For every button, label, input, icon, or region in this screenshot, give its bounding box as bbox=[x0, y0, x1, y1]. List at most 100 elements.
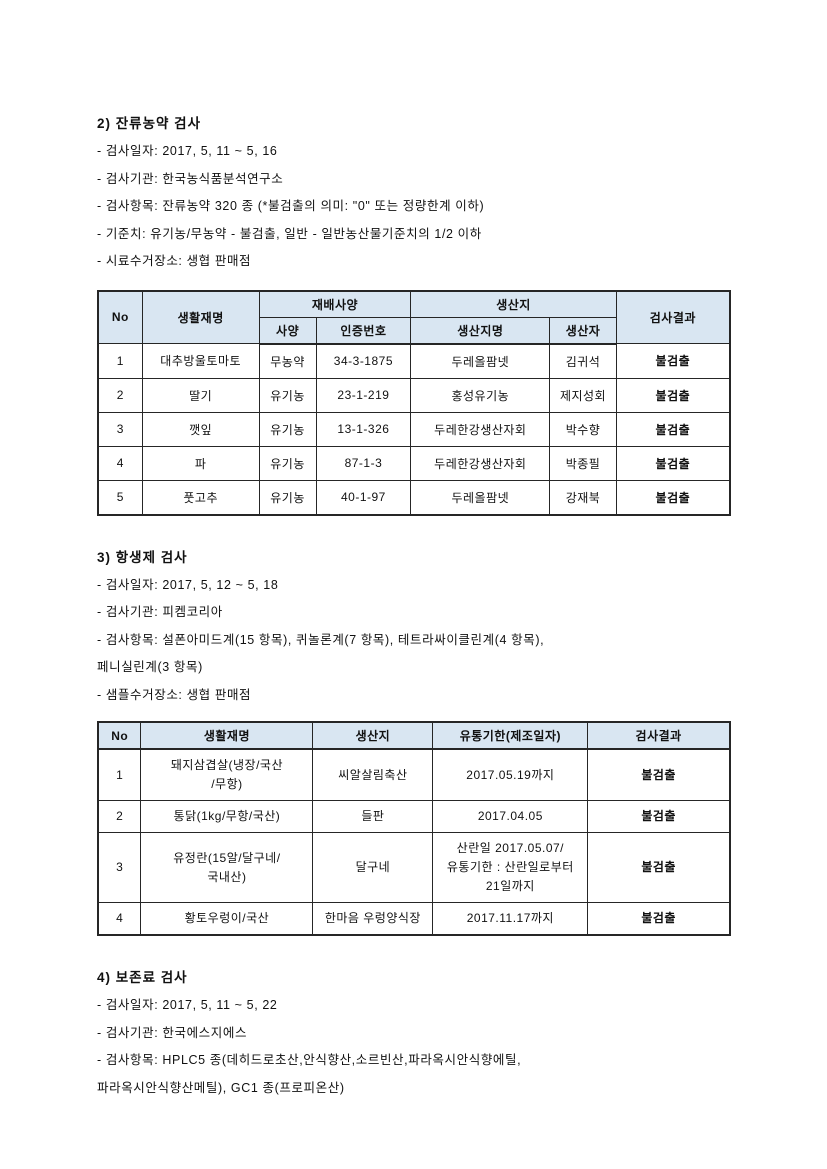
table-row: 4 황토우렁이/국산 한마음 우렁양식장 2017.11.17까지 불검출 bbox=[97, 902, 731, 936]
antibiotic-inspection-date: - 검사일자: 2017, 5, 12 ~ 5, 18 bbox=[97, 577, 279, 592]
cell-no: 1 bbox=[97, 748, 142, 801]
cell-spec: 유기농 bbox=[258, 377, 317, 413]
cell-origin: 달구네 bbox=[312, 832, 434, 903]
table-row: 5 풋고추 유기농 40-1-97 두레올팜넷 강재북 불검출 bbox=[97, 479, 731, 515]
pesticide-table: No 생활재명 재배사양 생산지 검사결과 사양 인증번호 생산지명 생산자 bbox=[97, 289, 731, 516]
preservative-inspection-items: - 검사항목: HPLC5 종(데히드로초산,안식향산,소르빈산,파라옥시안식향… bbox=[97, 1053, 522, 1095]
section-preservative: 4) 보존료 검사 - 검사일자: 2017, 5, 11 ~ 5, 22 - … bbox=[97, 964, 731, 1102]
col-header-expiry: 유통기한(제조일자) bbox=[432, 721, 589, 750]
cell-result: 불검출 bbox=[615, 445, 731, 481]
cell-no: 4 bbox=[97, 902, 142, 936]
table-row: 2 딸기 유기농 23-1-219 홍성유기농 제지성회 불검출 bbox=[97, 377, 731, 413]
cell-spec: 유기농 bbox=[258, 445, 317, 481]
cell-no: 3 bbox=[97, 411, 143, 447]
pesticide-inspection-items: - 검사항목: 잔류농약 320 종 (*불검출의 의미: "0" 또는 정량한… bbox=[97, 199, 485, 213]
cell-result: 불검출 bbox=[587, 902, 731, 936]
cell-product: 딸기 bbox=[141, 377, 260, 413]
table-row: 1 대추방울토마토 무농약 34-3-1875 두레올팜넷 김귀석 불검출 bbox=[97, 343, 731, 379]
col-header-no: No bbox=[97, 290, 143, 344]
cell-product: 돼지삼겹살(냉장/국산 /무항) bbox=[140, 748, 314, 801]
table-row: 3 깻잎 유기농 13-1-326 두레한강생산자회 박수향 불검출 bbox=[97, 411, 731, 447]
cell-cert-no: 23-1-219 bbox=[315, 377, 412, 413]
cell-no: 4 bbox=[97, 445, 143, 481]
col-header-origin: 생산지 bbox=[312, 721, 434, 750]
preservative-inspection-agency: - 검사기관: 한국에스지에스 bbox=[97, 1025, 248, 1040]
cell-no: 3 bbox=[97, 832, 142, 903]
cell-producer: 박수향 bbox=[549, 411, 617, 447]
col-header-origin-name: 생산지명 bbox=[410, 316, 551, 345]
pesticide-standard: - 기준치: 유기농/무농약 - 불검출, 일반 - 일반농산물기준치의 1/2… bbox=[97, 226, 482, 241]
cell-producer: 강재북 bbox=[549, 479, 617, 515]
cell-cert-no: 13-1-326 bbox=[315, 411, 412, 447]
cell-origin-name: 두레올팜넷 bbox=[410, 343, 551, 379]
col-header-product: 생활재명 bbox=[141, 290, 260, 344]
section-antibiotic-title: 3) 항생제 검사 bbox=[97, 549, 188, 565]
table-row: 1 돼지삼겹살(냉장/국산 /무항) 씨알살림축산 2017.05.19까지 불… bbox=[97, 748, 731, 801]
antibiotic-table: No 생활재명 생산지 유통기한(제조일자) 검사결과 1 돼지삼겹살(냉장/국… bbox=[97, 721, 731, 936]
cell-producer: 박종필 bbox=[549, 445, 617, 481]
cell-product: 파 bbox=[141, 445, 260, 481]
col-header-origin-group: 생산지 bbox=[410, 290, 617, 318]
cell-origin: 한마음 우렁양식장 bbox=[312, 902, 434, 936]
col-header-result: 검사결과 bbox=[587, 721, 731, 750]
cell-producer: 김귀석 bbox=[549, 343, 617, 379]
cell-origin: 들판 bbox=[312, 800, 434, 833]
section-preservative-title: 4) 보존료 검사 bbox=[97, 970, 188, 985]
cell-producer: 제지성회 bbox=[549, 377, 617, 413]
cell-expiry: 2017.04.05 bbox=[432, 800, 589, 833]
cell-cert-no: 40-1-97 bbox=[315, 479, 412, 515]
cell-result: 불검출 bbox=[587, 800, 731, 833]
antibiotic-table-header: No 생활재명 생산지 유통기한(제조일자) 검사결과 bbox=[97, 721, 731, 750]
col-header-product: 생활재명 bbox=[140, 721, 314, 750]
cell-origin-name: 두레한강생산자회 bbox=[410, 445, 551, 481]
cell-result: 불검출 bbox=[615, 343, 731, 379]
cell-expiry: 산란일 2017.05.07/ 유통기한 : 산란일로부터 21일까지 bbox=[432, 832, 589, 903]
col-header-spec: 사양 bbox=[258, 316, 317, 345]
cell-product: 통닭(1kg/무항/국산) bbox=[140, 800, 314, 833]
cell-no: 1 bbox=[97, 343, 143, 379]
section-pesticide: 2) 잔류농약 검사 - 검사일자: 2017, 5, 11 ~ 5, 16 -… bbox=[97, 110, 731, 516]
pesticide-table-header: No 생활재명 재배사양 생산지 검사결과 사양 인증번호 생산지명 생산자 bbox=[97, 290, 731, 345]
cell-result: 불검출 bbox=[587, 832, 731, 903]
cell-origin-name: 두레올팜넷 bbox=[410, 479, 551, 515]
table-row: 4 파 유기농 87-1-3 두레한강생산자회 박종필 불검출 bbox=[97, 445, 731, 481]
table-row: 2 통닭(1kg/무항/국산) 들판 2017.04.05 불검출 bbox=[97, 800, 731, 833]
section-pesticide-title: 2) 잔류농약 검사 bbox=[97, 116, 202, 131]
cell-cert-no: 87-1-3 bbox=[315, 445, 412, 481]
cell-no: 2 bbox=[97, 377, 143, 413]
cell-origin: 씨알살림축산 bbox=[312, 748, 434, 801]
cell-result: 불검출 bbox=[587, 748, 731, 801]
cell-product: 유정란(15알/달구네/ 국내산) bbox=[140, 832, 314, 903]
section-antibiotic: 3) 항생제 검사 - 검사일자: 2017, 5, 12 ~ 5, 18 - … bbox=[97, 544, 731, 936]
cell-cert-no: 34-3-1875 bbox=[315, 343, 412, 379]
antibiotic-inspection-agency: - 검사기관: 피켐코리아 bbox=[97, 605, 223, 619]
pesticide-sample-location: - 시료수거장소: 생협 판매점 bbox=[97, 254, 252, 268]
cell-result: 불검출 bbox=[615, 377, 731, 413]
cell-product: 대추방울토마토 bbox=[141, 343, 260, 379]
cell-product: 깻잎 bbox=[141, 411, 260, 447]
cell-spec: 무농약 bbox=[258, 343, 317, 379]
cell-product: 풋고추 bbox=[141, 479, 260, 515]
cell-result: 불검출 bbox=[615, 411, 731, 447]
cell-origin-name: 두레한강생산자회 bbox=[410, 411, 551, 447]
col-header-cert-no: 인증번호 bbox=[315, 316, 412, 345]
document-content: 2) 잔류농약 검사 - 검사일자: 2017, 5, 11 ~ 5, 16 -… bbox=[97, 110, 731, 1102]
pesticide-inspection-agency: - 검사기관: 한국농식품분석연구소 bbox=[97, 171, 284, 186]
cell-expiry: 2017.05.19까지 bbox=[432, 748, 589, 801]
cell-spec: 유기농 bbox=[258, 479, 317, 515]
cell-product: 황토우렁이/국산 bbox=[140, 902, 314, 936]
cell-result: 불검출 bbox=[615, 479, 731, 515]
cell-expiry: 2017.11.17까지 bbox=[432, 902, 589, 936]
cell-no: 2 bbox=[97, 800, 142, 833]
antibiotic-inspection-items: - 검사항목: 설폰아미드계(15 항목), 퀴놀론계(7 항목), 테트라싸이… bbox=[97, 632, 545, 675]
cell-origin-name: 홍성유기농 bbox=[410, 377, 551, 413]
table-row: 3 유정란(15알/달구네/ 국내산) 달구네 산란일 2017.05.07/ … bbox=[97, 832, 731, 903]
cell-spec: 유기농 bbox=[258, 411, 317, 447]
antibiotic-sample-location: - 샘플수거장소: 생협 판매점 bbox=[97, 687, 252, 702]
preservative-inspection-date: - 검사일자: 2017, 5, 11 ~ 5, 22 bbox=[97, 998, 278, 1012]
col-header-result: 검사결과 bbox=[615, 290, 731, 344]
pesticide-inspection-date: - 검사일자: 2017, 5, 11 ~ 5, 16 bbox=[97, 144, 278, 158]
col-header-producer: 생산자 bbox=[549, 316, 617, 345]
col-header-cultivation-group: 재배사양 bbox=[258, 290, 412, 318]
